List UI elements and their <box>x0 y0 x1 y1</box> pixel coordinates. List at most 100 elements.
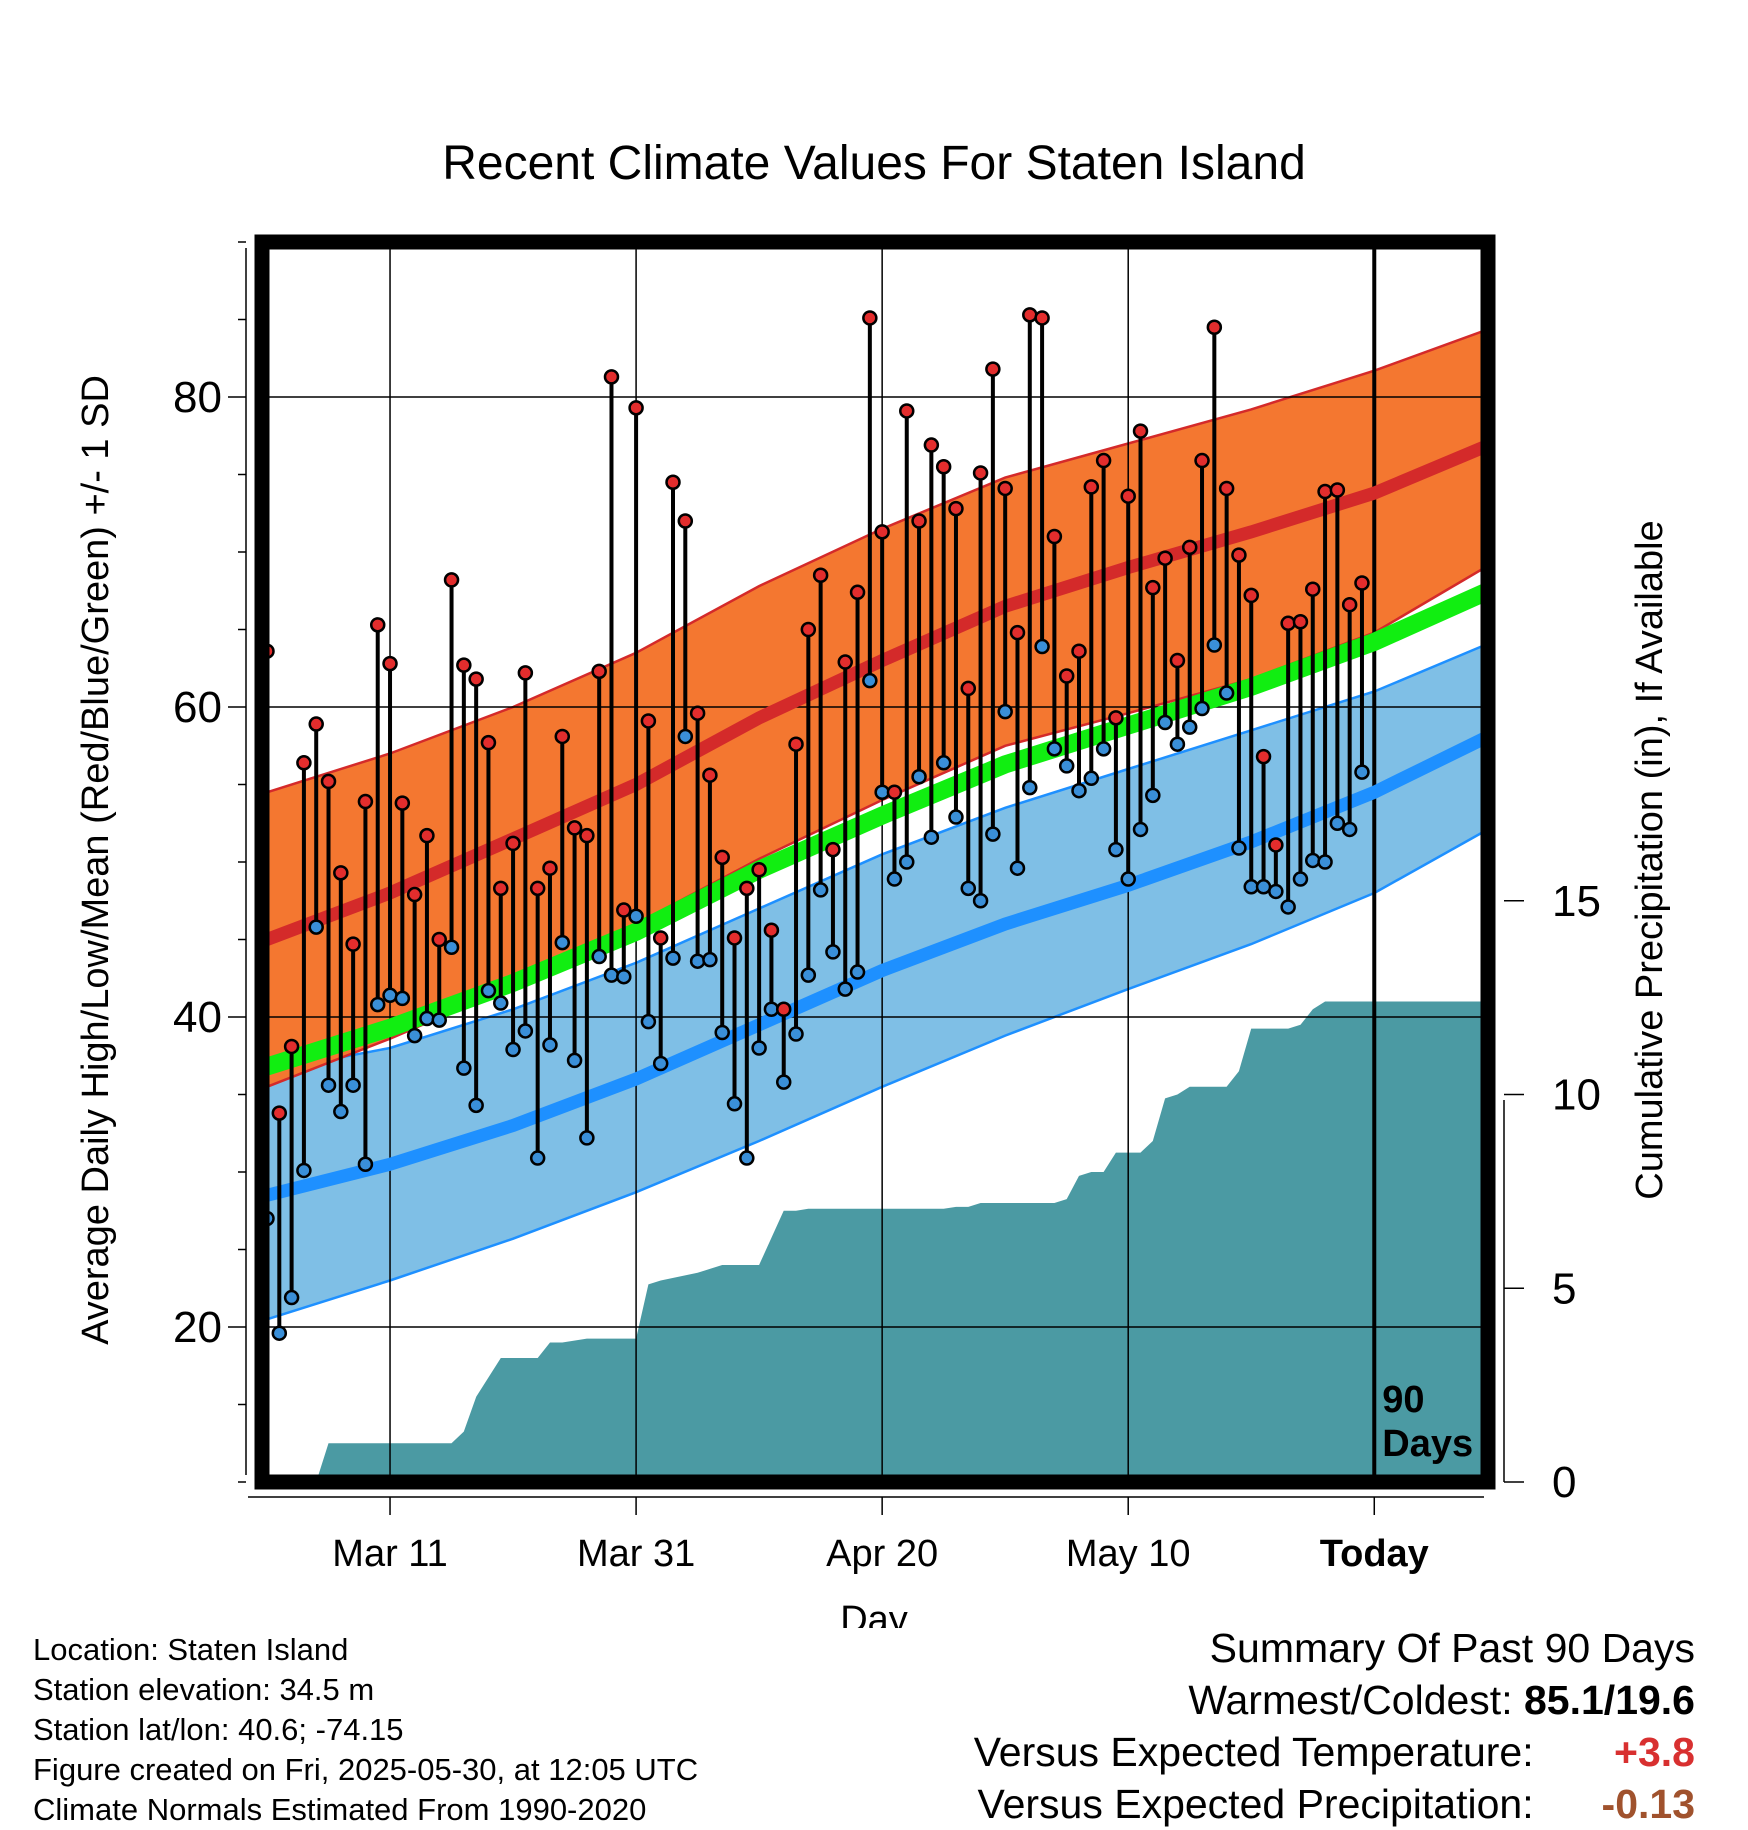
daily-low-point <box>640 1013 657 1030</box>
daily-low-point <box>456 1060 472 1076</box>
daily-high-point <box>874 524 890 540</box>
created-text: Figure created on Fri, 2025-05-30, at 12… <box>33 1752 699 1787</box>
daily-high-point <box>320 773 337 790</box>
daily-high-point <box>357 793 374 810</box>
daily-low-point <box>1305 852 1321 869</box>
daily-low-point <box>935 755 952 771</box>
warmest-value: 85.1/19.6 <box>1524 1677 1695 1723</box>
daily-low-point <box>739 1150 755 1166</box>
daily-high-point <box>406 886 423 903</box>
daily-high-point <box>923 437 940 453</box>
daily-low-point <box>529 1150 546 1166</box>
daily-high-point <box>1108 710 1124 726</box>
daily-high-point <box>369 617 386 633</box>
daily-low-point <box>382 987 398 1004</box>
daily-low-point <box>616 968 632 985</box>
daily-low-point <box>1243 879 1259 895</box>
climate-chart: Recent Climate Values For Staten Island … <box>75 137 1671 1628</box>
daily-low-point <box>333 1103 349 1120</box>
daily-high-point <box>308 716 324 732</box>
summary-warmest-row: Warmest/Coldest: 85.1/19.6 <box>974 1674 1695 1726</box>
daily-high-point <box>1231 547 1247 563</box>
precip-value: -0.13 <box>1601 1781 1695 1827</box>
daily-low-point <box>1108 841 1124 858</box>
daily-high-point <box>899 403 915 419</box>
daily-high-point <box>419 827 435 844</box>
daily-high-point <box>1132 423 1149 439</box>
daily-high-point <box>812 567 829 583</box>
y-axis-label: Average Daily High/Low/Mean (Red/Blue/Gr… <box>75 375 117 1345</box>
daily-low-point <box>886 871 903 887</box>
daily-high-point <box>1058 668 1075 684</box>
daily-high-point <box>468 671 484 687</box>
daily-high-point <box>788 736 804 752</box>
daily-high-point <box>1341 596 1358 613</box>
daily-high-point <box>1120 488 1136 504</box>
daily-high-point <box>333 865 349 881</box>
chart-title: Recent Climate Values For Staten Island <box>442 137 1306 190</box>
daily-low-point <box>1341 821 1358 838</box>
daily-high-point <box>849 584 866 601</box>
daily-low-point <box>763 1001 780 1017</box>
daily-low-point <box>357 1156 374 1172</box>
daily-high-point <box>935 459 952 475</box>
daily-low-point <box>702 951 718 968</box>
daily-high-point <box>1317 483 1333 500</box>
daily-high-point <box>1022 307 1038 323</box>
daily-low-point <box>271 1325 288 1341</box>
daily-high-point <box>911 513 927 529</box>
daily-high-point <box>1354 575 1370 591</box>
daily-low-point <box>493 995 509 1011</box>
daily-low-point <box>1034 638 1050 655</box>
daily-high-point <box>837 654 853 670</box>
daily-high-point <box>542 860 558 876</box>
daily-low-point <box>788 1026 804 1042</box>
daily-low-point <box>948 809 964 825</box>
daily-high-point <box>579 827 595 844</box>
x-tick-label: Today <box>1320 1533 1429 1575</box>
y-axis-right-label: Cumulative Precipitation (in), If Availa… <box>1629 520 1671 1199</box>
y-right-tick-label: 5 <box>1552 1264 1576 1313</box>
daily-high-point <box>763 922 780 938</box>
daily-high-point <box>493 880 509 897</box>
daily-high-point <box>1034 310 1050 326</box>
daily-low-point <box>960 880 977 897</box>
daily-low-point <box>677 728 694 745</box>
normals-text: Climate Normals Estimated From 1990-2020 <box>33 1792 647 1827</box>
daily-low-point <box>443 939 460 955</box>
daily-high-point <box>997 480 1013 497</box>
daily-low-point <box>985 826 1001 842</box>
daily-high-point <box>616 902 632 918</box>
daily-high-point <box>456 657 472 673</box>
daily-low-point <box>800 967 817 983</box>
daily-high-point <box>529 880 546 897</box>
daily-high-point <box>382 655 398 672</box>
daily-low-point <box>1255 879 1272 895</box>
daily-low-point <box>825 944 841 960</box>
daily-low-point <box>517 1023 534 1039</box>
daily-high-point <box>1194 452 1210 469</box>
daily-high-point <box>1206 319 1223 335</box>
daily-low-point <box>554 934 571 951</box>
daily-high-point <box>1083 479 1100 495</box>
daily-low-point <box>505 1041 521 1058</box>
y-right-tick-label: 15 <box>1552 877 1601 926</box>
daily-low-point <box>1329 815 1346 831</box>
daily-high-point <box>1329 482 1346 498</box>
x-tick-label: Apr 20 <box>826 1533 938 1575</box>
daily-low-point <box>751 1040 767 1056</box>
daily-high-point <box>603 369 620 385</box>
daily-high-point <box>825 841 841 858</box>
daily-high-point <box>283 1038 300 1055</box>
daily-high-point <box>1268 837 1284 853</box>
daily-high-point <box>480 734 497 751</box>
daily-high-point <box>517 665 534 681</box>
x-axis-label: Day <box>840 1599 908 1628</box>
daily-low-point <box>406 1027 423 1044</box>
x-tick-label: Mar 31 <box>577 1533 695 1575</box>
daily-high-point <box>948 500 964 517</box>
daily-low-point <box>874 784 890 800</box>
daily-high-point <box>1305 581 1321 597</box>
daily-high-point <box>431 931 447 948</box>
